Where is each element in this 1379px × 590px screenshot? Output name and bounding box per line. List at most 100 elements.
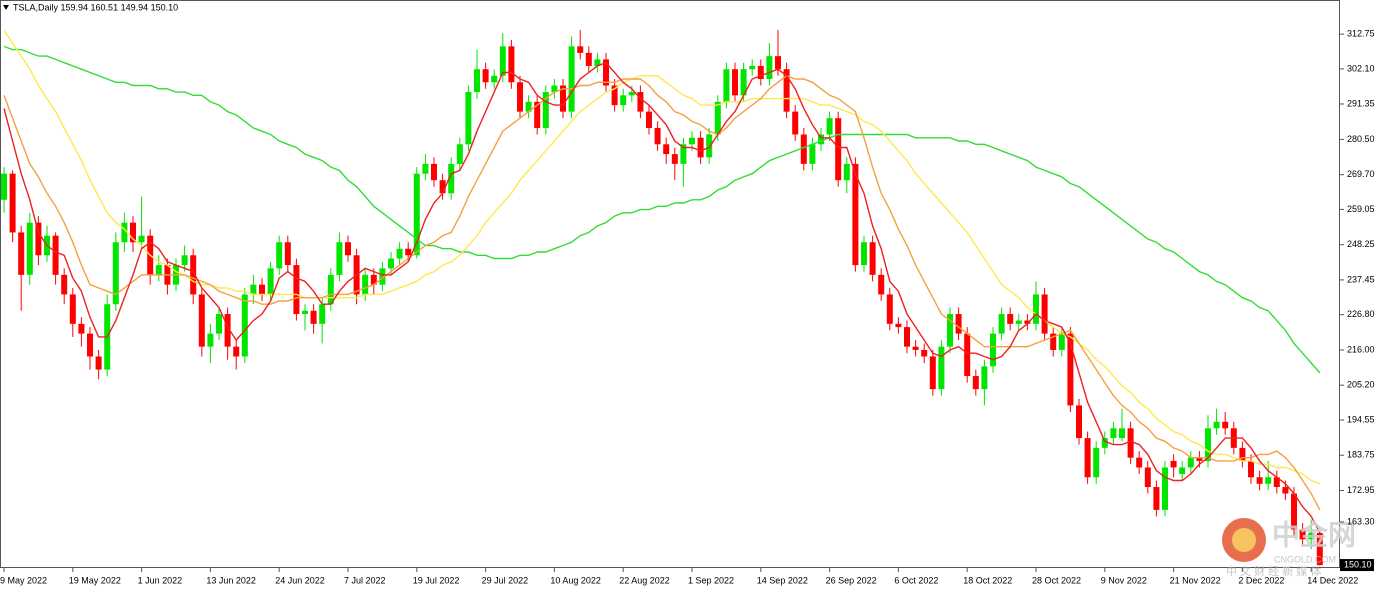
y-tick-label: 248.25 — [1347, 239, 1375, 249]
candle-body — [628, 92, 635, 96]
candle-body — [671, 154, 678, 164]
candle-body — [413, 173, 420, 256]
candle-body — [207, 333, 214, 347]
candle-body — [241, 294, 248, 357]
candle-body — [972, 376, 979, 390]
moving-average — [3, 61, 1321, 534]
candle-body — [1196, 457, 1203, 461]
candle-body — [336, 242, 343, 275]
candle-body — [620, 95, 627, 106]
candle-body — [155, 265, 162, 275]
candle-body — [1316, 532, 1323, 566]
candle-body — [534, 101, 541, 128]
candle-body — [895, 323, 902, 328]
candle-body — [293, 265, 300, 315]
candle-body — [319, 304, 326, 324]
x-tick-label: 28 Oct 2022 — [1032, 575, 1081, 585]
candle-body — [1050, 333, 1057, 350]
candle-body — [990, 333, 996, 367]
candle-body — [52, 235, 59, 275]
candle-body — [800, 134, 807, 164]
candle-body — [706, 134, 713, 158]
candle-body — [981, 366, 988, 390]
candle-body — [181, 255, 188, 266]
x-tick-label: 19 May 2022 — [69, 575, 121, 585]
candle-body — [1007, 314, 1014, 324]
y-tick-label: 183.75 — [1347, 450, 1375, 460]
y-tick-label: 172.95 — [1347, 485, 1375, 495]
x-tick-label: 18 Oct 2022 — [963, 575, 1012, 585]
candle-body — [1273, 477, 1280, 488]
y-tick-label: 312.75 — [1347, 28, 1375, 38]
candle-body — [216, 314, 222, 334]
candle-body — [1162, 467, 1168, 510]
marks — [1, 29, 1323, 566]
candle-body — [1205, 428, 1211, 461]
candle-body — [1282, 487, 1289, 494]
candle-body — [121, 222, 128, 243]
candle-body — [955, 314, 962, 334]
candle-body — [474, 69, 480, 93]
candle-body — [1239, 447, 1246, 461]
candle-body — [766, 56, 773, 79]
candle-body — [491, 75, 498, 83]
candle-body — [87, 333, 93, 357]
x-tick-label: 9 May 2022 — [0, 575, 47, 585]
candle-body — [904, 327, 910, 347]
candle-body — [749, 65, 756, 70]
candle-body — [224, 314, 231, 347]
candle-body — [1058, 333, 1065, 350]
candle-body — [1015, 320, 1022, 324]
candle-body — [482, 69, 489, 83]
plot-frame — [0, 0, 1340, 568]
candle-body — [250, 284, 257, 295]
candle-body — [1170, 460, 1177, 468]
candle-body — [878, 274, 885, 295]
candle-body — [843, 163, 850, 181]
candle-body — [1093, 447, 1100, 478]
candle-body — [69, 294, 76, 324]
candle-body — [456, 144, 463, 164]
candle-body — [826, 118, 833, 135]
candle-body — [792, 111, 799, 135]
y-tick-label: 216.00 — [1347, 344, 1375, 354]
moving-average — [3, 29, 1321, 485]
x-tick-label: 10 Aug 2022 — [550, 575, 601, 585]
candle-body — [551, 85, 558, 93]
candle-body — [637, 92, 644, 112]
candle-body — [1308, 532, 1315, 540]
logo-inner — [1232, 528, 1256, 552]
y-tick-label: 205.20 — [1347, 380, 1375, 390]
candle-body — [861, 242, 867, 266]
watermark-tagline: 中 文 财 经 新 媒 体 — [1226, 564, 1321, 578]
candle-body — [327, 274, 334, 305]
candle-body — [654, 127, 661, 145]
candle-body — [585, 52, 592, 66]
candle-body — [78, 323, 85, 334]
candle-body — [112, 242, 119, 305]
menu-arrow — [3, 5, 9, 10]
candle-body — [517, 82, 523, 112]
x-tick-label: 19 Jul 2022 — [413, 575, 460, 585]
chart-title: TSLA,Daily 159.94 160.51 149.94 150.10 — [13, 2, 178, 12]
candle-body — [947, 314, 953, 347]
candle-body — [1076, 405, 1082, 439]
candle-body — [611, 85, 618, 106]
y-tick-label: 237.45 — [1347, 274, 1375, 284]
candle-body — [560, 85, 566, 112]
candle-body — [938, 346, 945, 390]
candle-body — [1, 173, 7, 200]
candle-body — [714, 101, 721, 135]
candle-body — [912, 346, 919, 350]
candle-body — [757, 65, 764, 79]
x-tick-label: 6 Oct 2022 — [894, 575, 938, 585]
candle-body — [1144, 467, 1151, 488]
candle-body — [663, 144, 670, 155]
candle-body — [302, 310, 308, 315]
y-tick-label: 163.30 — [1347, 516, 1375, 526]
candle-body — [1179, 467, 1186, 474]
candle-body — [680, 144, 687, 164]
candle-body — [190, 255, 197, 295]
y-tick-label: 259.05 — [1347, 204, 1375, 214]
